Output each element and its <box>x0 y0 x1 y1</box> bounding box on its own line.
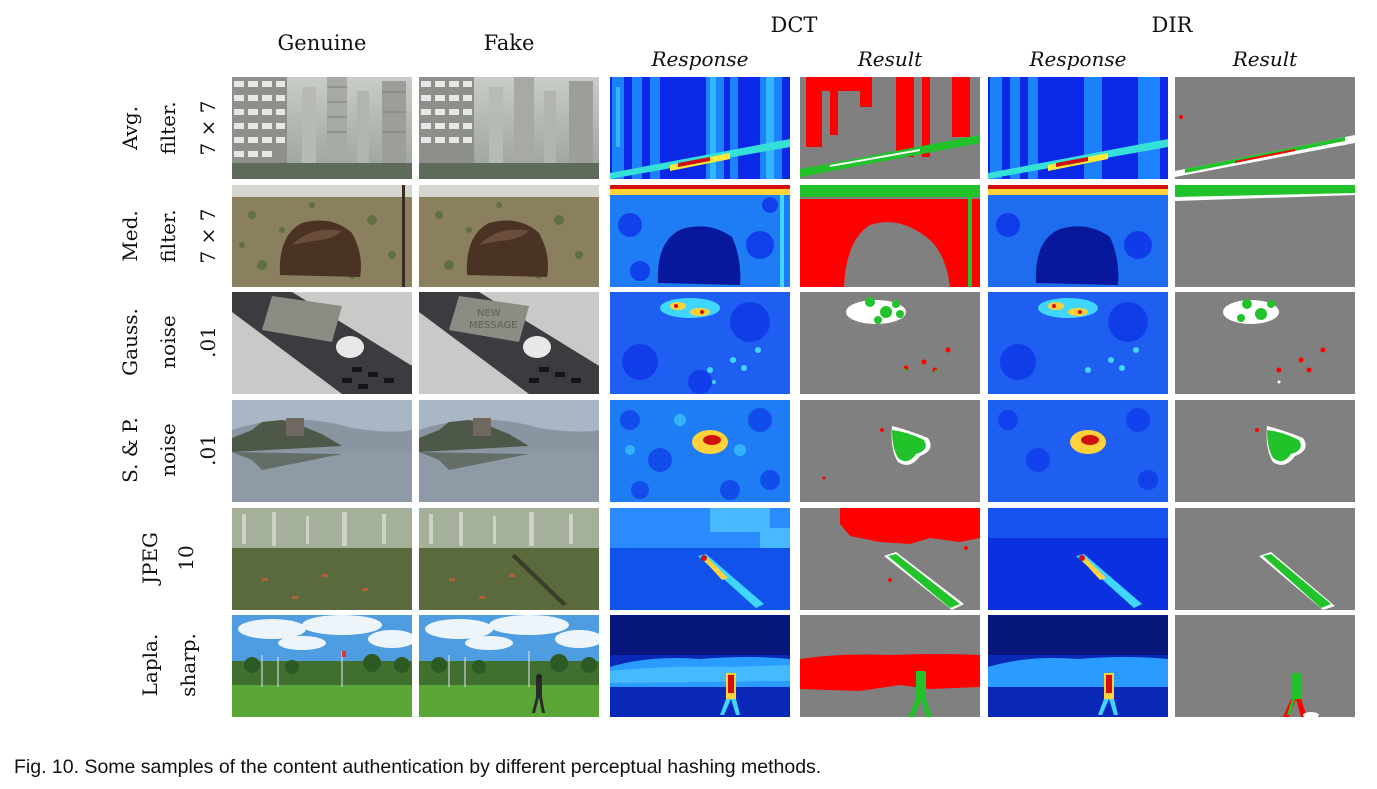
row-label-med-line1: Med. <box>118 210 142 262</box>
dir-result-gauss <box>1175 292 1355 394</box>
col-header-genuine: Genuine <box>277 31 367 55</box>
row-label-avg-line1: Avg. <box>118 105 142 151</box>
dct-result-gauss <box>800 292 980 394</box>
col-header-fake: Fake <box>483 31 535 55</box>
row-label-med-line2: filter. <box>156 209 180 263</box>
image-genuine-lapla <box>232 615 412 717</box>
col-subheader-dct-result: Result <box>857 47 923 71</box>
dir-result-lapla <box>1175 615 1355 717</box>
image-genuine-med <box>232 185 412 287</box>
row-label-gauss-line3: .01 <box>196 326 220 358</box>
dir-response-jpeg <box>988 508 1168 610</box>
dct-result-avg <box>800 77 980 179</box>
image-genuine-sp <box>232 400 412 502</box>
dir-response-lapla <box>988 615 1168 717</box>
dir-result-sp <box>1175 400 1355 502</box>
row-label-avg-line3: 7 × 7 <box>196 100 220 156</box>
dct-response-sp <box>610 400 790 502</box>
image-fake-sp <box>419 400 599 502</box>
dct-result-sp <box>800 400 980 502</box>
dir-result-jpeg <box>1175 508 1355 610</box>
dct-response-avg <box>610 77 790 179</box>
row-label-lapla-line1: Lapla. <box>138 633 162 697</box>
dct-result-lapla <box>800 615 980 717</box>
row-label-gauss-line2: noise <box>156 315 180 369</box>
row-label-lapla-line2: sharp. <box>176 633 200 697</box>
row-label-gauss-line1: Gauss. <box>118 308 142 376</box>
row-label-sp-line2: noise <box>156 423 180 477</box>
image-fake-lapla <box>419 615 599 717</box>
dct-response-gauss <box>610 292 790 394</box>
image-genuine-jpeg <box>232 508 412 610</box>
row-label-sp-line3: .01 <box>196 434 220 466</box>
image-genuine-gauss <box>232 292 412 394</box>
dir-response-gauss <box>988 292 1168 394</box>
dct-response-med <box>610 185 790 287</box>
col-subheader-dir-result: Result <box>1232 47 1298 71</box>
row-label-jpeg-line1: JPEG <box>138 531 162 585</box>
image-fake-gauss: NEW MESSAGE <box>419 292 599 394</box>
col-subheader-dct-response: Response <box>651 47 749 71</box>
col-header-dct: DCT <box>770 13 818 37</box>
dir-result-avg <box>1175 77 1355 179</box>
dir-response-sp <box>988 400 1168 502</box>
dct-result-med <box>800 185 980 287</box>
svg-text:MESSAGE: MESSAGE <box>469 320 518 331</box>
row-label-sp-line1: S. & P. <box>118 417 142 483</box>
figure-caption: Fig. 10. Some samples of the content aut… <box>14 756 822 778</box>
row-label-med-line3: 7 × 7 <box>196 208 220 264</box>
dir-result-med <box>1175 185 1355 287</box>
dir-response-avg <box>988 77 1168 179</box>
dir-response-med <box>988 185 1168 287</box>
col-subheader-dir-response: Response <box>1029 47 1127 71</box>
col-header-dir: DIR <box>1151 13 1193 37</box>
dct-response-jpeg <box>610 508 790 610</box>
dct-response-lapla <box>610 615 790 717</box>
row-label-jpeg-line2: 10 <box>174 545 198 571</box>
image-fake-jpeg <box>419 508 599 610</box>
image-genuine-avg <box>232 77 412 179</box>
row-label-avg-line2: filter. <box>156 101 180 155</box>
svg-text:NEW: NEW <box>477 308 501 319</box>
image-fake-avg <box>419 77 599 179</box>
dct-result-jpeg <box>800 508 980 610</box>
image-fake-med <box>419 185 599 287</box>
